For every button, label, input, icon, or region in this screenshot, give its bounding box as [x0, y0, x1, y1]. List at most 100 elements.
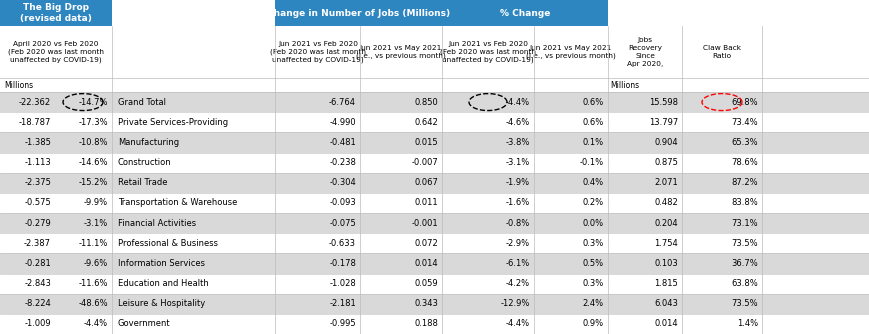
Text: -0.007: -0.007: [411, 158, 437, 167]
Text: -1.9%: -1.9%: [505, 178, 529, 187]
Text: 73.5%: 73.5%: [731, 299, 757, 308]
Text: -9.9%: -9.9%: [83, 198, 108, 207]
Text: Professional & Business: Professional & Business: [118, 239, 218, 248]
Text: Jun 2021 vs May 2021
(i.e., vs previous month): Jun 2021 vs May 2021 (i.e., vs previous …: [526, 45, 615, 59]
Text: 1.754: 1.754: [653, 239, 677, 248]
Text: 69.8%: 69.8%: [731, 98, 757, 107]
Text: 2.4%: 2.4%: [582, 299, 603, 308]
Bar: [0, 253, 869, 274]
Text: 0.015: 0.015: [414, 138, 437, 147]
Text: -22.362: -22.362: [19, 98, 51, 107]
Text: -6.1%: -6.1%: [505, 259, 529, 268]
Text: 0.188: 0.188: [414, 319, 437, 328]
Bar: [0, 112, 869, 132]
Text: -12.9%: -12.9%: [500, 299, 529, 308]
Text: Change in Number of Jobs (Millions): Change in Number of Jobs (Millions): [267, 8, 449, 17]
Text: 0.014: 0.014: [414, 259, 437, 268]
Text: Manufacturing: Manufacturing: [118, 138, 179, 147]
Text: 0.067: 0.067: [414, 178, 437, 187]
Text: 0.0%: 0.0%: [582, 218, 603, 227]
Text: 0.103: 0.103: [653, 259, 677, 268]
Text: 78.6%: 78.6%: [731, 158, 757, 167]
Text: 0.482: 0.482: [653, 198, 677, 207]
Text: -18.787: -18.787: [18, 118, 51, 127]
Bar: [0, 132, 869, 153]
Text: 0.204: 0.204: [653, 218, 677, 227]
Text: 0.1%: 0.1%: [582, 138, 603, 147]
Text: -2.843: -2.843: [24, 279, 51, 288]
Text: -0.8%: -0.8%: [505, 218, 529, 227]
Text: -0.093: -0.093: [328, 198, 355, 207]
Text: -1.009: -1.009: [24, 319, 51, 328]
Text: -6.764: -6.764: [328, 98, 355, 107]
Text: Government: Government: [118, 319, 170, 328]
Text: -4.2%: -4.2%: [505, 279, 529, 288]
Text: -9.6%: -9.6%: [83, 259, 108, 268]
Text: -0.238: -0.238: [328, 158, 355, 167]
Text: 2.071: 2.071: [653, 178, 677, 187]
Text: Private Services-Providing: Private Services-Providing: [118, 118, 228, 127]
Text: 0.2%: 0.2%: [582, 198, 603, 207]
Text: 87.2%: 87.2%: [731, 178, 757, 187]
Text: -3.1%: -3.1%: [83, 218, 108, 227]
Text: -1.113: -1.113: [24, 158, 51, 167]
Text: Millions: Millions: [609, 80, 639, 90]
Text: % Change: % Change: [499, 8, 549, 17]
Text: -8.224: -8.224: [24, 299, 51, 308]
Text: 0.850: 0.850: [414, 98, 437, 107]
Bar: [0, 233, 869, 253]
Text: Jun 2021 vs May 2021
(i.e., vs previous month): Jun 2021 vs May 2021 (i.e., vs previous …: [355, 45, 446, 59]
Text: -4.4%: -4.4%: [83, 319, 108, 328]
Text: Transportation & Warehouse: Transportation & Warehouse: [118, 198, 237, 207]
Text: -0.178: -0.178: [328, 259, 355, 268]
Text: -0.281: -0.281: [24, 259, 51, 268]
Text: 0.875: 0.875: [653, 158, 677, 167]
Text: -4.6%: -4.6%: [505, 118, 529, 127]
Text: April 2020 vs Feb 2020
(Feb 2020 was last month
unaffected by COVID-19): April 2020 vs Feb 2020 (Feb 2020 was las…: [8, 41, 104, 63]
Text: Education and Health: Education and Health: [118, 279, 209, 288]
Bar: [0, 193, 869, 213]
Bar: [0, 153, 869, 173]
Text: -2.387: -2.387: [24, 239, 51, 248]
Text: 73.1%: 73.1%: [731, 218, 757, 227]
Text: 0.6%: 0.6%: [582, 118, 603, 127]
Text: 0.9%: 0.9%: [582, 319, 603, 328]
Text: -2.9%: -2.9%: [505, 239, 529, 248]
Bar: [0, 314, 869, 334]
Bar: [0, 274, 869, 294]
Text: 0.343: 0.343: [414, 299, 437, 308]
Text: -0.304: -0.304: [328, 178, 355, 187]
Text: -3.8%: -3.8%: [505, 138, 529, 147]
Text: -15.2%: -15.2%: [78, 178, 108, 187]
Bar: [0, 92, 869, 112]
Text: Jobs
Recovery
Since
Apr 2020,: Jobs Recovery Since Apr 2020,: [627, 37, 662, 66]
Text: -0.075: -0.075: [328, 218, 355, 227]
Text: Financial Activities: Financial Activities: [118, 218, 196, 227]
Text: -1.385: -1.385: [24, 138, 51, 147]
Text: 0.904: 0.904: [653, 138, 677, 147]
Text: Millions: Millions: [4, 80, 33, 90]
Text: -0.481: -0.481: [328, 138, 355, 147]
Text: -4.4%: -4.4%: [505, 319, 529, 328]
Text: -11.6%: -11.6%: [78, 279, 108, 288]
Bar: [0, 213, 869, 233]
Text: -0.001: -0.001: [411, 218, 437, 227]
Text: -48.6%: -48.6%: [78, 299, 108, 308]
Text: -0.279: -0.279: [24, 218, 51, 227]
Text: 63.8%: 63.8%: [731, 279, 757, 288]
Text: -0.633: -0.633: [328, 239, 355, 248]
Bar: [0, 294, 869, 314]
Text: 0.059: 0.059: [414, 279, 437, 288]
Text: Information Services: Information Services: [118, 259, 205, 268]
Text: Jun 2021 vs Feb 2020
(Feb 2020 was last month
unaffected by COVID-19): Jun 2021 vs Feb 2020 (Feb 2020 was last …: [440, 41, 535, 63]
Text: -14.6%: -14.6%: [78, 158, 108, 167]
Text: 6.043: 6.043: [653, 299, 677, 308]
Text: -10.8%: -10.8%: [78, 138, 108, 147]
Text: -4.4%: -4.4%: [505, 98, 529, 107]
Text: -1.6%: -1.6%: [505, 198, 529, 207]
Text: -2.181: -2.181: [328, 299, 355, 308]
Text: 0.4%: 0.4%: [582, 178, 603, 187]
Text: -14.7%: -14.7%: [78, 98, 108, 107]
Text: -0.995: -0.995: [329, 319, 355, 328]
Text: 0.072: 0.072: [414, 239, 437, 248]
